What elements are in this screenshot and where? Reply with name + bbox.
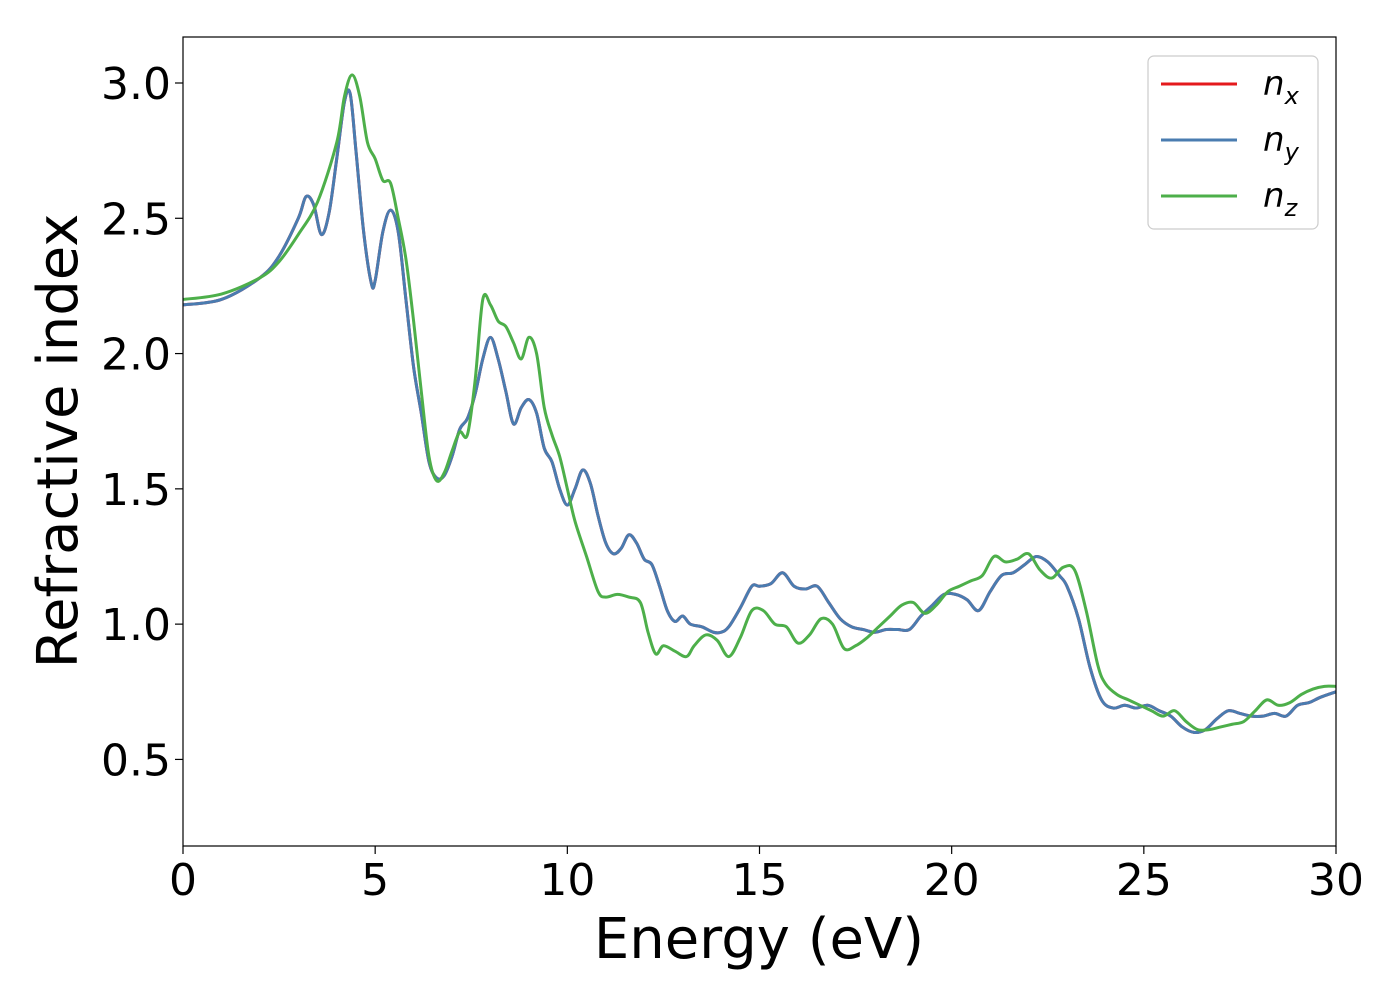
y-axis-label: Refractive index: [26, 214, 91, 669]
x-axis-label: Energy (eV): [594, 907, 924, 972]
x-tick-label: 25: [1116, 855, 1172, 906]
x-tick-label: 0: [169, 855, 197, 906]
series-layer: [183, 73, 1336, 734]
legend-label-z: nz: [1263, 176, 1299, 222]
y-tick-label: 1.0: [101, 600, 171, 651]
y-tick-label: 2.0: [101, 330, 171, 381]
x-tick-label: 30: [1308, 855, 1364, 906]
legend-label-y: ny: [1263, 120, 1300, 166]
x-tick-label: 5: [361, 855, 389, 906]
legend-label-base: n: [1263, 64, 1285, 104]
series-line-y: [183, 88, 1336, 734]
x-tick-label: 15: [732, 855, 788, 906]
legend-label-base: n: [1263, 120, 1285, 160]
x-tick-label: 10: [539, 855, 595, 906]
y-tick-label: 2.5: [101, 194, 171, 245]
y-tick-label: 0.5: [101, 735, 171, 786]
y-tick-label: 1.5: [101, 465, 171, 516]
x-tick-label: 20: [924, 855, 980, 906]
y-tick-label: 3.0: [101, 59, 171, 110]
ticks-layer: 0 5 10 15 20 25 30 0.5 1.0 1.5 2.0 2.5 3.0: [101, 59, 1364, 906]
legend-label-subscript: y: [1284, 138, 1300, 166]
legend-label-subscript: z: [1284, 194, 1299, 222]
legend-label-base: n: [1263, 176, 1285, 216]
legend-label-x: nx: [1263, 64, 1300, 110]
legend-label-subscript: x: [1284, 82, 1300, 110]
legend-box: [1147, 55, 1319, 230]
series-line-z: [183, 73, 1336, 732]
